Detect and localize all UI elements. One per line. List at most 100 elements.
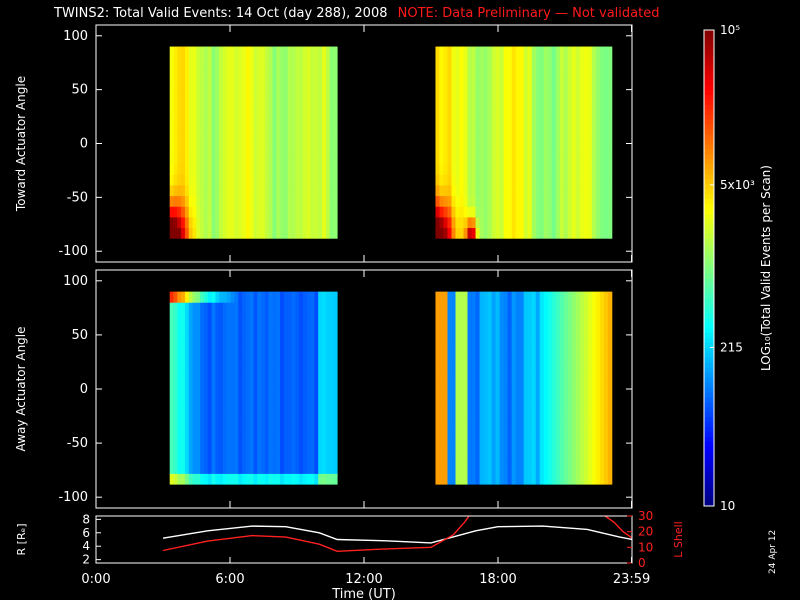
heatmap-cell	[211, 302, 216, 314]
heatmap-cell	[207, 409, 212, 421]
heatmap-cell	[495, 398, 501, 410]
heatmap-cell	[325, 313, 330, 325]
heatmap-cell	[299, 142, 304, 154]
heatmap-cell	[511, 195, 517, 207]
heatmap-cell	[203, 291, 209, 303]
heatmap-cell	[595, 121, 601, 133]
heatmap-cell	[447, 409, 452, 421]
heatmap-cell	[299, 398, 304, 410]
heatmap-cell	[222, 452, 228, 464]
heatmap-cell	[511, 121, 517, 133]
heatmap-cell	[196, 334, 201, 346]
heatmap-cell	[257, 185, 262, 197]
heatmap-cell	[555, 99, 561, 111]
heatmap-cell	[245, 185, 251, 197]
heatmap-cell	[447, 46, 452, 58]
heatmap-cell	[487, 462, 493, 474]
heatmap-cell	[219, 366, 224, 378]
heatmap-cell	[299, 409, 304, 421]
heatmap-cell	[249, 78, 254, 90]
heatmap-cell	[283, 46, 289, 58]
heatmap-cell	[591, 462, 597, 474]
heatmap-cell	[192, 121, 197, 133]
heatmap-cell	[173, 441, 178, 453]
heatmap-cell	[321, 355, 327, 367]
heatmap-cell	[291, 420, 296, 432]
heatmap-cell	[173, 302, 178, 314]
heatmap-cell	[523, 174, 529, 186]
heatmap-cell	[184, 430, 190, 442]
heatmap-cell	[310, 473, 315, 485]
heatmap-cell	[188, 46, 193, 58]
heatmap-cell	[527, 462, 533, 474]
heatmap-cell	[325, 89, 330, 101]
heatmap-cell	[507, 67, 513, 79]
heatmap-cell	[203, 227, 209, 239]
heatmap-cell	[575, 409, 581, 421]
heatmap-cell	[583, 195, 589, 207]
heatmap-cell	[459, 345, 464, 357]
heatmap-cell	[555, 121, 561, 133]
heatmap-cell	[515, 153, 521, 165]
heatmap-cell	[215, 131, 220, 143]
colorbar-tick-label: 5x10³	[720, 178, 755, 192]
heatmap-cell	[507, 216, 513, 229]
heatmap-cell	[491, 430, 497, 442]
heatmap-cell	[291, 216, 296, 229]
heatmap-cell	[587, 462, 593, 474]
heatmap-cell	[287, 206, 292, 218]
heatmap-cell	[515, 398, 521, 410]
heatmap-cell	[173, 355, 178, 367]
heatmap-cell	[499, 206, 505, 218]
heatmap-cell	[249, 99, 254, 111]
heatmap-cell	[563, 78, 569, 90]
heatmap-cell	[200, 355, 205, 367]
heatmap-cell	[563, 99, 569, 111]
heatmap-cell	[302, 99, 308, 111]
heatmap-cell	[333, 46, 338, 58]
colorbar-segment	[704, 228, 714, 234]
heatmap-cell	[264, 334, 270, 346]
heatmap-cell	[291, 366, 296, 378]
heatmap-cell	[499, 153, 505, 165]
heatmap-cell	[531, 398, 537, 410]
heatmap-cell	[591, 398, 597, 410]
heatmap-cell	[467, 110, 472, 122]
heatmap-cell	[196, 355, 201, 367]
heatmap-cell	[257, 462, 262, 474]
colorbar-segment	[704, 282, 714, 289]
heatmap-cell	[439, 291, 444, 303]
heatmap-cell	[245, 174, 251, 186]
heatmap-cell	[543, 398, 549, 410]
heatmap-cell	[567, 420, 573, 432]
heatmap-cell	[200, 366, 205, 378]
heatmap-cell	[238, 409, 243, 421]
heatmap-cell	[196, 142, 201, 154]
heatmap-cell	[200, 78, 205, 90]
heatmap-cell	[211, 121, 216, 133]
heatmap-cell	[567, 174, 573, 186]
colorbar-label: LOG₁₀(Total Valid Events per Scan)	[759, 165, 773, 371]
heatmap-cell	[318, 153, 323, 165]
heatmap-cell	[567, 142, 573, 154]
heatmap-cell	[302, 195, 308, 207]
heatmap-cell	[261, 302, 266, 314]
heatmap-cell	[299, 441, 304, 453]
heatmap-cell	[230, 163, 235, 175]
heatmap-cell	[295, 110, 300, 122]
heatmap-cell	[215, 291, 220, 303]
heatmap-cell	[219, 345, 224, 357]
heatmap-cell	[226, 89, 232, 101]
heatmap-cell	[310, 216, 315, 229]
heatmap-cell	[495, 452, 501, 464]
heatmap-cell	[287, 313, 292, 325]
heatmap-cell	[238, 78, 243, 90]
heatmap-cell	[571, 398, 577, 410]
heatmap-cell	[314, 345, 319, 357]
heatmap-cell	[447, 323, 452, 335]
heatmap-cell	[607, 387, 613, 400]
heatmap-cell	[483, 473, 488, 485]
heatmap-cell	[459, 216, 464, 229]
heatmap-cell	[571, 345, 577, 357]
heatmap-cell	[264, 345, 270, 357]
